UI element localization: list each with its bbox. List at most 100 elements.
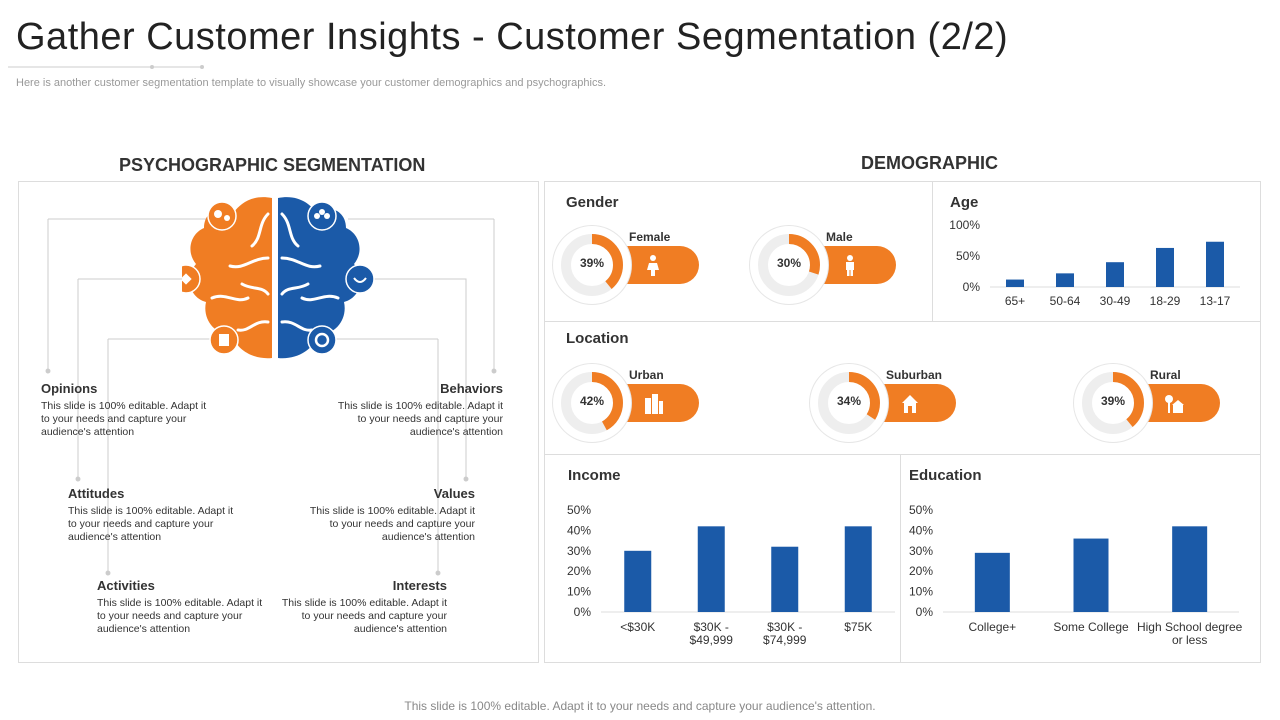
age-bar — [1006, 279, 1024, 287]
male-percent: 30% — [776, 256, 802, 270]
age-chart: 100% 50% 0% 65+ 50-64 30-49 18-29 13-17 — [949, 218, 1240, 308]
suburban-ring — [810, 364, 888, 442]
chat-icon — [207, 201, 237, 231]
gear-brain-icon — [307, 325, 337, 355]
education-chart: 50% 40% 30% 20% 10% 0% College+ Some College Hig… — [909, 503, 1243, 647]
demographic-title: DEMOGRAPHIC — [861, 153, 999, 173]
female-ring — [553, 226, 631, 304]
urban-percent: 42% — [579, 394, 605, 408]
education-xtick: Some College — [1053, 620, 1129, 634]
rural-label: Rural — [1150, 368, 1181, 382]
education-ytick: 30% — [909, 544, 933, 558]
tree-house-icon — [1165, 395, 1184, 413]
age-ytick: 0% — [963, 280, 981, 294]
education-ytick: 10% — [909, 585, 933, 599]
education-bar — [974, 552, 1010, 612]
segment-attitudes-title: Attitudes — [68, 486, 125, 501]
donut-urban: 42% Urban — [553, 364, 713, 444]
suburban-arc — [818, 372, 880, 434]
segment-interests-desc: This slide is 100% editable. Adapt it to… — [281, 597, 447, 635]
education-ytick: 0% — [916, 605, 934, 619]
suburban-label: Suburban — [886, 368, 942, 382]
age-xtick: 30-49 — [1100, 294, 1131, 308]
segment-behaviors-title: Behaviors — [440, 381, 503, 396]
urban-label: Urban — [629, 368, 664, 382]
male-icon — [846, 255, 854, 276]
education-label: Education — [909, 467, 982, 484]
education-xtick: High School degree or less — [1137, 620, 1243, 647]
donut-rural: 39% Rural — [1074, 364, 1234, 444]
income-chart: 50% 40% 30% 20% 10% 0% <$30K $30K -$49,999 $30K … — [567, 503, 895, 647]
rural-arc — [1082, 372, 1144, 434]
income-label: Income — [568, 467, 621, 484]
page-subtitle: Here is another customer segmentation te… — [16, 77, 607, 89]
age-bar — [1206, 241, 1224, 287]
segment-attitudes-desc: This slide is 100% editable. Adapt it to… — [68, 505, 234, 543]
income-bar — [697, 526, 725, 612]
urban-ring — [553, 364, 631, 442]
urban-arc — [561, 372, 623, 434]
income-xtick: $30K -$74,999 — [763, 620, 807, 647]
income-bar — [844, 526, 872, 612]
segment-activities-desc: This slide is 100% editable. Adapt it to… — [97, 597, 263, 635]
donut-male: 30% Male — [750, 226, 910, 306]
age-xtick: 18-29 — [1150, 294, 1181, 308]
location-label: Location — [566, 330, 629, 347]
donut-suburban: 34% Suburban — [810, 364, 970, 444]
age-ytick: 100% — [949, 218, 980, 232]
education-ytick: 20% — [909, 564, 933, 578]
rural-percent: 39% — [1100, 394, 1126, 408]
education-ytick: 40% — [909, 523, 933, 537]
age-bar — [1156, 247, 1174, 287]
age-xtick: 65+ — [1005, 294, 1025, 308]
income-xtick: $30K -$49,999 — [690, 620, 734, 647]
donut-female: 39% Female — [553, 226, 713, 306]
income-xtick: <$30K — [620, 620, 655, 634]
brain-right-hemisphere — [278, 197, 361, 359]
male-label: Male — [826, 230, 853, 244]
connector-lines — [45, 218, 497, 576]
brain-icon-badges — [182, 201, 375, 355]
female-icon — [647, 255, 659, 276]
age-xtick: 13-17 — [1200, 294, 1231, 308]
education-xtick: College+ — [968, 620, 1016, 634]
income-ytick: 10% — [567, 585, 591, 599]
segment-values-title: Values — [433, 486, 475, 501]
brain-illustration — [182, 197, 375, 359]
education-ytick: 50% — [909, 503, 933, 517]
title-divider — [8, 65, 204, 69]
age-ytick: 50% — [956, 249, 980, 263]
brain-left-hemisphere — [189, 197, 272, 359]
segment-activities-title: Activities — [97, 578, 155, 593]
female-label: Female — [629, 230, 671, 244]
segment-opinions-title: Opinions — [41, 381, 98, 396]
age-bar — [1106, 262, 1124, 287]
female-arc — [561, 234, 623, 296]
income-bar — [624, 550, 652, 612]
male-arc — [758, 234, 820, 296]
male-ring — [750, 226, 828, 304]
age-xtick: 50-64 — [1050, 294, 1081, 308]
psychographic-title: PSYCHOGRAPHIC SEGMENTATION — [119, 155, 426, 175]
income-ytick: 20% — [567, 564, 591, 578]
age-label: Age — [950, 194, 979, 211]
house-icon — [902, 395, 918, 413]
page-title: Gather Customer Insights - Customer Segm… — [16, 16, 1009, 58]
income-ytick: 40% — [567, 523, 591, 537]
education-bar — [1172, 526, 1208, 612]
income-bar — [771, 546, 799, 612]
rural-ring — [1074, 364, 1152, 442]
city-icon — [645, 394, 663, 414]
segment-behaviors-desc: This slide is 100% editable. Adapt it to… — [337, 400, 503, 438]
income-ytick: 0% — [574, 605, 592, 619]
income-ytick: 50% — [567, 503, 591, 517]
footer-note: This slide is 100% editable. Adapt it to… — [404, 699, 876, 713]
segment-opinions-desc: This slide is 100% editable. Adapt it to… — [41, 400, 207, 438]
female-percent: 39% — [579, 256, 605, 270]
gender-label: Gender — [566, 194, 619, 211]
segment-values-desc: This slide is 100% editable. Adapt it to… — [309, 505, 475, 543]
team-icon — [307, 201, 337, 231]
age-bar — [1056, 273, 1074, 287]
income-xtick: $75K — [844, 620, 872, 634]
education-bar — [1073, 538, 1109, 612]
